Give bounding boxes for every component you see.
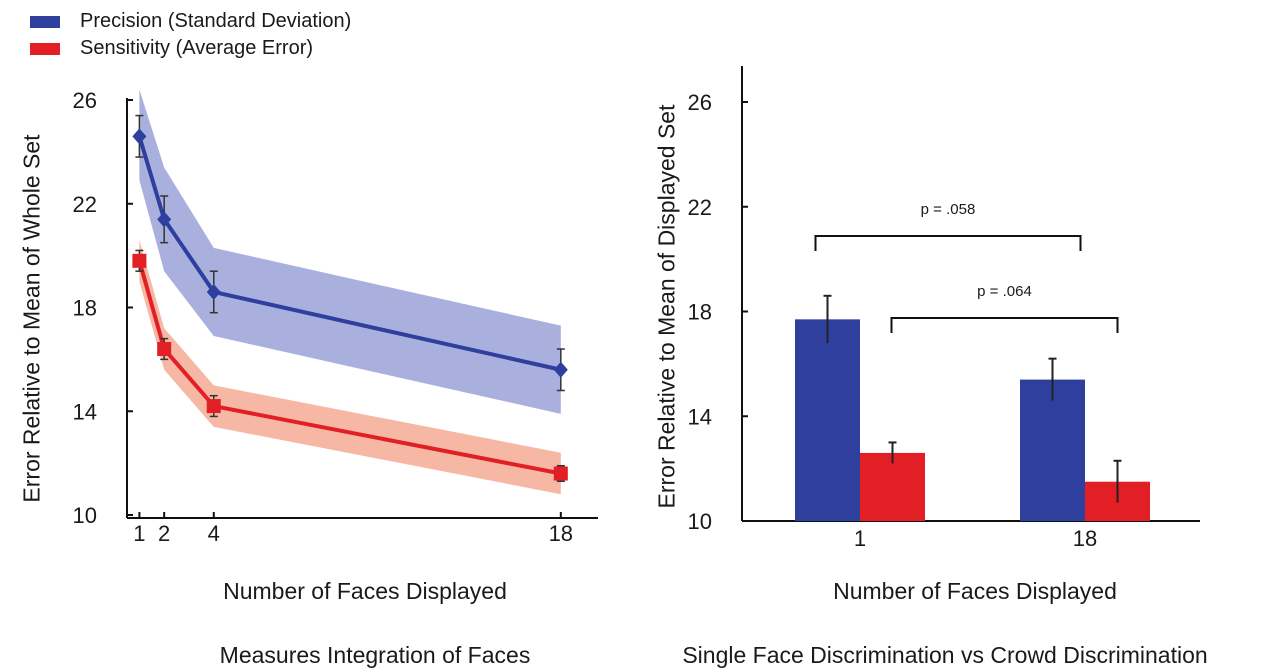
right-y-axis-label: Error Relative to Mean of Displayed Set [653,104,680,509]
significance-label: p = .064 [977,283,1032,300]
left-y-tick-label: 22 [73,192,97,217]
left-x-tick-label: 18 [549,521,573,546]
legend-label-sensitivity: Sensitivity (Average Error) [80,37,314,59]
data-point-diamond [553,361,568,378]
series-line-1 [137,260,562,476]
data-point-square [157,342,172,356]
data-point-square [206,399,221,414]
legend: Precision (Standard Deviation) Sensitivi… [30,8,351,62]
bar-0-0 [795,319,860,521]
right-y-tick-label: 18 [688,300,712,325]
left-caption: Measures Integration of Faces [219,642,531,668]
left-y-tick-label: 26 [73,88,97,113]
left-y-tick-label: 10 [73,503,97,528]
legend-item-sensitivity: Sensitivity (Average Error) [30,35,351,62]
left-x-axis-label: Number of Faces Displayed [223,578,507,604]
right-x-axis-label: Number of Faces Displayed [833,578,1117,604]
bar-1-0 [860,452,925,521]
right-x-tick-label: 18 [1073,526,1097,551]
series-line-0 [137,135,562,372]
legend-item-precision: Precision (Standard Deviation) [30,8,351,35]
legend-swatch-sensitivity [30,42,60,55]
right-y-tick-label: 26 [688,90,712,115]
significance-bracket [890,317,1119,333]
data-point-diamond [157,211,172,228]
right-y-tick-label: 10 [688,509,712,534]
left-y-tick-label: 18 [73,296,97,321]
right-x-tick-label: 1 [854,526,866,551]
left-x-tick-label: 4 [208,521,220,546]
left-y-tick-label: 14 [73,399,97,424]
significance-label: p = .058 [921,201,976,218]
bar-0-1 [1020,379,1085,521]
significance-bracket [814,235,1082,251]
series-band-1 [139,240,561,495]
left-y-axis-label: Error Relative to Mean of Whole Set [18,134,45,503]
left-line-chart: 10 14 18 22 26 1 2 4 18 [73,88,598,546]
data-point-diamond [132,128,147,145]
right-y-tick-label: 22 [688,195,712,220]
data-point-diamond [206,283,221,300]
series-band-0 [139,89,561,414]
left-x-tick-label: 2 [158,521,170,546]
data-point-square [132,253,147,268]
right-caption: Single Face Discrimination vs Crowd Disc… [682,642,1208,668]
right-y-tick-label: 14 [688,404,712,429]
data-point-square [553,466,568,481]
legend-swatch-precision [30,15,60,28]
right-bar-chart: 10 14 18 22 26 1 18 p = .058 p = .064 [688,66,1200,551]
legend-label-precision: Precision (Standard Deviation) [80,10,352,32]
left-x-tick-label: 1 [133,521,145,546]
